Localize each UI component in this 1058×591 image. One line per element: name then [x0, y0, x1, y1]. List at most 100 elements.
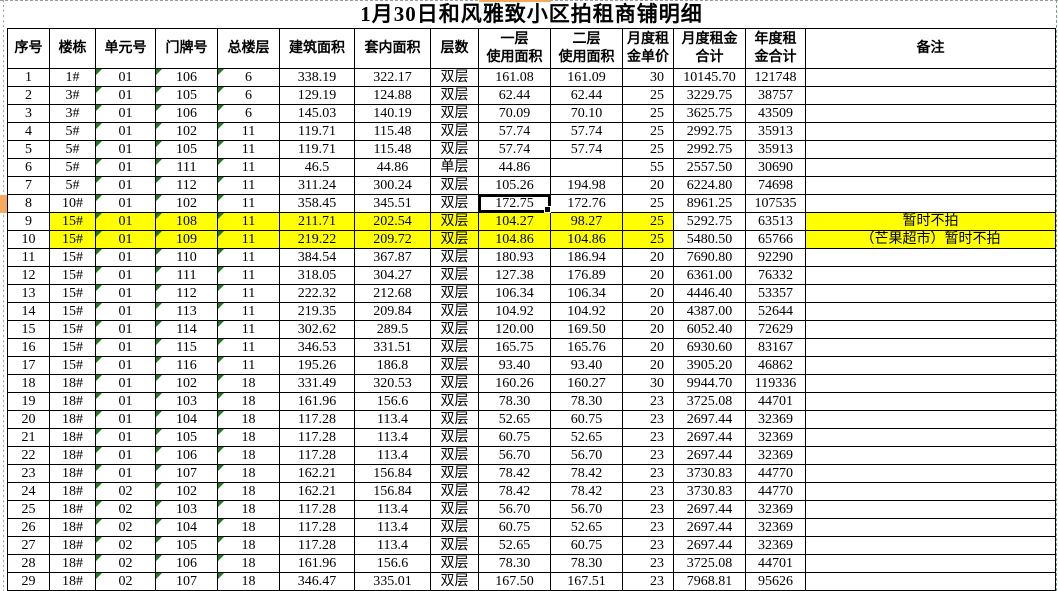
cell-monthly-unit-price[interactable]: 30	[622, 68, 674, 87]
cell-door-no[interactable]: 105	[155, 536, 218, 555]
cell-unit-no[interactable]: 02	[95, 554, 156, 573]
cell-total-floors[interactable]: 18	[217, 536, 280, 555]
cell-monthly-unit-price[interactable]: 25	[622, 230, 674, 249]
cell-door-no[interactable]: 106	[155, 68, 218, 87]
cell-monthly-rent-total[interactable]: 3725.08	[673, 554, 746, 573]
cell-door-no[interactable]: 102	[155, 122, 218, 141]
cell-floor1-used-area[interactable]: 70.09	[478, 104, 551, 123]
cell-unit-no[interactable]: 01	[95, 302, 156, 321]
cell-floor2-used-area[interactable]: 60.75	[550, 536, 623, 555]
cell-floor1-used-area[interactable]: 127.38	[478, 266, 551, 285]
cell-index[interactable]: 17	[7, 356, 50, 375]
cell-building[interactable]: 18#	[49, 500, 96, 519]
cell-building[interactable]: 1#	[49, 68, 96, 87]
cell-gross-area[interactable]: 195.26	[279, 356, 355, 375]
cell-floor1-used-area[interactable]: 78.30	[478, 392, 551, 411]
cell-gross-area[interactable]: 117.28	[279, 428, 355, 447]
cell-storeys[interactable]: 双层	[430, 446, 479, 465]
cell-storeys[interactable]: 双层	[430, 356, 479, 375]
column-header-total-floors[interactable]: 总楼层	[217, 28, 280, 69]
column-header-gross-area[interactable]: 建筑面积	[279, 28, 355, 69]
cell-index[interactable]: 26	[7, 518, 50, 537]
cell-total-floors[interactable]: 11	[217, 356, 280, 375]
column-header-inner-area[interactable]: 套内面积	[354, 28, 431, 69]
cell-unit-no[interactable]: 01	[95, 446, 156, 465]
cell-annual-rent-total[interactable]: 121748	[745, 68, 806, 87]
cell-floor2-used-area[interactable]: 106.34	[550, 284, 623, 303]
cell-gross-area[interactable]: 219.22	[279, 230, 355, 249]
cell-floor1-used-area[interactable]: 104.86	[478, 230, 551, 249]
cell-monthly-rent-total[interactable]: 6224.80	[673, 176, 746, 195]
cell-monthly-rent-total[interactable]: 5480.50	[673, 230, 746, 249]
cell-door-no[interactable]: 105	[155, 86, 218, 105]
cell-inner-area[interactable]: 113.4	[354, 536, 431, 555]
cell-monthly-unit-price[interactable]: 20	[622, 266, 674, 285]
cell-annual-rent-total[interactable]: 83167	[745, 338, 806, 357]
cell-building[interactable]: 18#	[49, 482, 96, 501]
cell-remark[interactable]	[805, 140, 1056, 159]
cell-floor1-used-area[interactable]: 62.44	[478, 86, 551, 105]
cell-floor2-used-area[interactable]: 62.44	[550, 86, 623, 105]
cell-monthly-rent-total[interactable]: 10145.70	[673, 68, 746, 87]
cell-monthly-rent-total[interactable]: 2992.75	[673, 140, 746, 159]
cell-gross-area[interactable]: 162.21	[279, 464, 355, 483]
cell-index[interactable]: 29	[7, 572, 50, 591]
cell-monthly-unit-price[interactable]: 23	[622, 410, 674, 429]
cell-door-no[interactable]: 114	[155, 320, 218, 339]
cell-inner-area[interactable]: 140.19	[354, 104, 431, 123]
cell-door-no[interactable]: 105	[155, 140, 218, 159]
cell-total-floors[interactable]: 6	[217, 68, 280, 87]
cell-index[interactable]: 23	[7, 464, 50, 483]
cell-unit-no[interactable]: 01	[95, 158, 156, 177]
cell-gross-area[interactable]: 162.21	[279, 482, 355, 501]
cell-total-floors[interactable]: 18	[217, 428, 280, 447]
cell-annual-rent-total[interactable]: 32369	[745, 536, 806, 555]
cell-annual-rent-total[interactable]: 76332	[745, 266, 806, 285]
cell-unit-no[interactable]: 02	[95, 572, 156, 591]
cell-inner-area[interactable]: 331.51	[354, 338, 431, 357]
cell-storeys[interactable]: 单层	[430, 158, 479, 177]
cell-storeys[interactable]: 双层	[430, 302, 479, 321]
cell-remark[interactable]	[805, 122, 1056, 141]
cell-building[interactable]: 18#	[49, 374, 96, 393]
cell-unit-no[interactable]: 02	[95, 500, 156, 519]
cell-annual-rent-total[interactable]: 53357	[745, 284, 806, 303]
cell-floor2-used-area[interactable]: 104.92	[550, 302, 623, 321]
cell-floor1-used-area[interactable]: 120.00	[478, 320, 551, 339]
cell-door-no[interactable]: 105	[155, 428, 218, 447]
cell-remark[interactable]: （芒果超市）暂时不拍	[805, 230, 1056, 249]
cell-gross-area[interactable]: 119.71	[279, 122, 355, 141]
cell-door-no[interactable]: 111	[155, 266, 218, 285]
cell-floor1-used-area[interactable]: 60.75	[478, 518, 551, 537]
cell-monthly-unit-price[interactable]: 20	[622, 320, 674, 339]
cell-building[interactable]: 18#	[49, 572, 96, 591]
cell-floor1-used-area[interactable]: 78.30	[478, 554, 551, 573]
cell-monthly-unit-price[interactable]: 25	[622, 104, 674, 123]
cell-monthly-rent-total[interactable]: 6361.00	[673, 266, 746, 285]
cell-monthly-unit-price[interactable]: 23	[622, 572, 674, 591]
cell-unit-no[interactable]: 02	[95, 518, 156, 537]
cell-remark[interactable]	[805, 446, 1056, 465]
cell-gross-area[interactable]: 219.35	[279, 302, 355, 321]
cell-floor1-used-area[interactable]: 106.34	[478, 284, 551, 303]
cell-index[interactable]: 4	[7, 122, 50, 141]
cell-unit-no[interactable]: 01	[95, 374, 156, 393]
cell-unit-no[interactable]: 01	[95, 140, 156, 159]
cell-index[interactable]: 12	[7, 266, 50, 285]
cell-inner-area[interactable]: 209.72	[354, 230, 431, 249]
cell-monthly-unit-price[interactable]: 25	[622, 86, 674, 105]
cell-total-floors[interactable]: 18	[217, 554, 280, 573]
cell-floor1-used-area[interactable]: 172.75	[478, 194, 551, 213]
cell-door-no[interactable]: 110	[155, 248, 218, 267]
cell-floor2-used-area[interactable]: 78.30	[550, 392, 623, 411]
cell-unit-no[interactable]: 01	[95, 392, 156, 411]
cell-building[interactable]: 18#	[49, 446, 96, 465]
cell-remark[interactable]: 暂时不拍	[805, 212, 1056, 231]
cell-index[interactable]: 6	[7, 158, 50, 177]
cell-unit-no[interactable]: 01	[95, 194, 156, 213]
cell-annual-rent-total[interactable]: 35913	[745, 140, 806, 159]
cell-floor1-used-area[interactable]: 78.42	[478, 482, 551, 501]
cell-monthly-rent-total[interactable]: 2697.44	[673, 410, 746, 429]
cell-inner-area[interactable]: 156.6	[354, 392, 431, 411]
cell-total-floors[interactable]: 18	[217, 572, 280, 591]
